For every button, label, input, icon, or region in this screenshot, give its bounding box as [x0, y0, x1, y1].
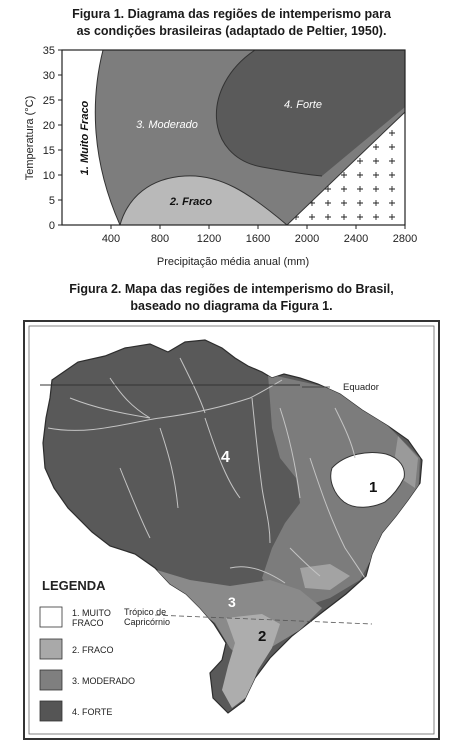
figure2-caption: Figura 2. Mapa das regiões de intemperis… [0, 281, 463, 315]
label-moderado: 3. Moderado [136, 119, 198, 131]
label-fraco: 2. Fraco [169, 196, 212, 208]
label-muito-fraco: 1. Muito Fraco [79, 100, 91, 175]
equator-label: Equador [343, 382, 379, 393]
y-tick-label: 0 [49, 220, 55, 232]
figure1-caption-line2: as condições brasileiras (adaptado de Pe… [76, 24, 387, 38]
x-tick-label: 1200 [197, 233, 221, 245]
region-muito-fraco [62, 50, 120, 225]
y-tick-label: 5 [49, 195, 55, 207]
legend: LEGENDA 1. MUITO FRACO 2. FRACO 3. MODER… [39, 578, 135, 722]
tropic-label-line1: Trópico de [124, 607, 166, 617]
figure1-caption-line1: Figura 1. Diagrama das regiões de intemp… [72, 7, 391, 21]
figure1-caption: Figura 1. Diagrama das regiões de intemp… [0, 6, 463, 40]
brazil-weathering-map: Equador Trópico de Capricórnio 4 1 3 2 L… [23, 320, 440, 740]
x-tick-label: 800 [151, 233, 169, 245]
rivers [47, 357, 367, 584]
zone-moderado-south [150, 568, 322, 663]
x-tick-label: 2000 [295, 233, 319, 245]
legend-swatch-forte [39, 700, 63, 722]
weathering-diagram: 0 5 10 15 20 25 30 35 400 800 1200 1600 2000 2400 280… [24, 45, 417, 268]
label-forte: 4. Forte [284, 99, 322, 111]
figure2-caption-line2: baseado no diagrama da Figura 1. [130, 299, 333, 313]
y-tick-label: 35 [43, 45, 55, 57]
plot-frame [61, 49, 406, 226]
x-tick-label: 2400 [344, 233, 368, 245]
y-tick-label: 15 [43, 145, 55, 157]
tropic-label-line2: Capricórnio [124, 617, 170, 627]
x-axis-ticks: 400 800 1200 1600 2000 2400 2800 [102, 225, 417, 245]
zone-fraco-south [222, 614, 280, 708]
y-tick-label: 25 [43, 95, 55, 107]
legend-swatch-fraco [39, 638, 63, 660]
tropic-line [154, 614, 373, 625]
zone-muito-fraco [330, 452, 405, 508]
y-axis-ticks: 0 5 10 15 20 25 30 35 [43, 45, 62, 232]
zone-fraco-patch [300, 564, 350, 590]
x-tick-label: 2800 [393, 233, 417, 245]
legend-label-fraco: 2. FRACO [72, 645, 114, 655]
legend-label-forte: 4. FORTE [72, 707, 112, 717]
map-frame-inner [28, 325, 435, 735]
x-tick-label: 1600 [246, 233, 270, 245]
map-number-moderado: 3 [228, 594, 236, 610]
y-tick-label: 10 [43, 170, 55, 182]
legend-swatch-moderado [39, 669, 63, 691]
y-axis-title: Temperatura (°C) [24, 96, 36, 180]
region-fraco [120, 175, 287, 225]
region-forte [216, 50, 405, 176]
map-number-fraco: 2 [258, 628, 266, 645]
y-tick-label: 30 [43, 70, 55, 82]
legend-label-muito-fraco-2: FRACO [72, 618, 104, 628]
legend-label-muito-fraco-1: 1. MUITO [72, 608, 111, 618]
x-tick-label: 400 [102, 233, 120, 245]
map-number-forte: 4 [221, 449, 230, 466]
legend-swatch-muito-fraco [39, 606, 63, 628]
map-number-muito-fraco: 1 [369, 479, 377, 496]
x-axis-title: Precipitação média anual (mm) [157, 256, 309, 268]
y-tick-label: 20 [43, 120, 55, 132]
legend-label-moderado: 3. MODERADO [72, 676, 135, 686]
figure2-caption-line1: Figura 2. Mapa das regiões de intemperis… [69, 282, 394, 296]
legend-title: LEGENDA [42, 578, 106, 593]
